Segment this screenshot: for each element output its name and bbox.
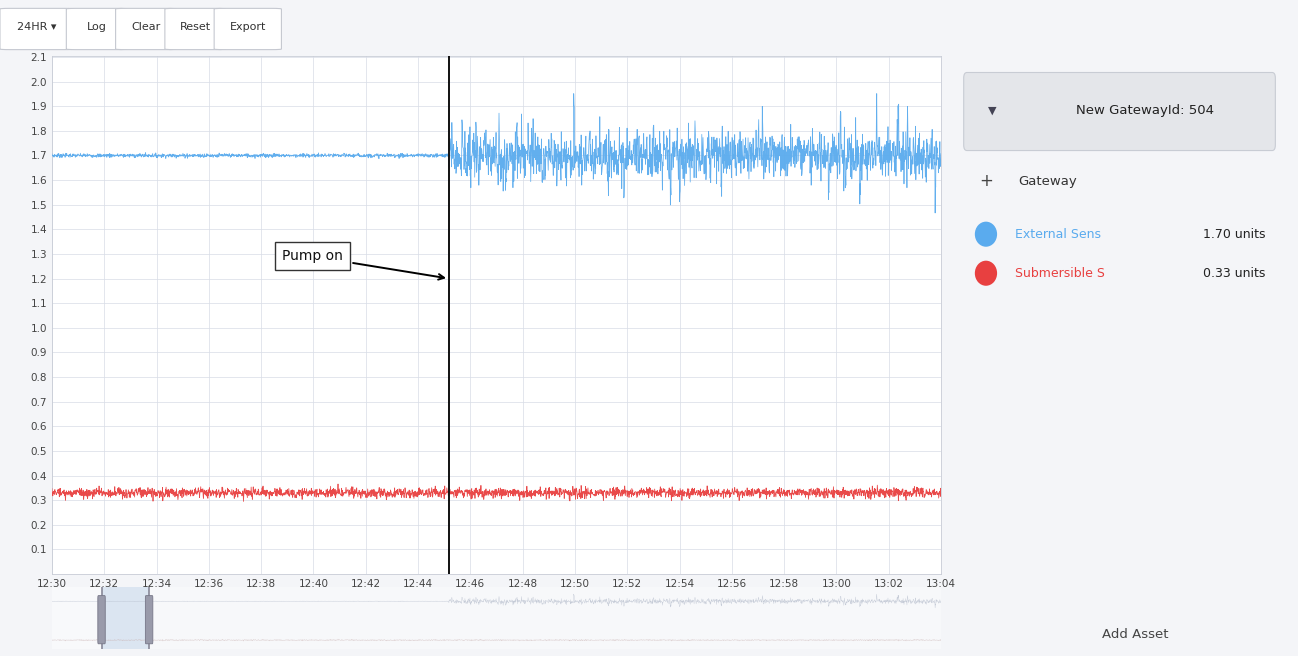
Text: Export: Export: [230, 22, 266, 31]
Text: Gateway: Gateway: [1018, 174, 1076, 188]
Text: Pump on: Pump on: [282, 249, 444, 279]
Text: +: +: [979, 173, 993, 190]
Bar: [101, 587, 149, 649]
Ellipse shape: [975, 260, 997, 286]
Text: Clear: Clear: [131, 22, 161, 31]
FancyBboxPatch shape: [963, 73, 1276, 151]
Text: Log: Log: [87, 22, 106, 31]
Text: 0.33 units: 0.33 units: [1203, 267, 1266, 279]
FancyBboxPatch shape: [165, 9, 226, 50]
Text: External Sens: External Sens: [1015, 228, 1101, 241]
Text: 24HR ▾: 24HR ▾: [17, 22, 57, 31]
Text: New GatewayId: 504: New GatewayId: 504: [1076, 104, 1214, 117]
Text: Reset: Reset: [179, 22, 210, 31]
Ellipse shape: [975, 222, 997, 247]
FancyBboxPatch shape: [66, 9, 127, 50]
FancyBboxPatch shape: [145, 596, 153, 644]
Text: Submersible S: Submersible S: [1015, 267, 1105, 279]
Text: 1.70 units: 1.70 units: [1203, 228, 1266, 241]
FancyBboxPatch shape: [214, 9, 282, 50]
Text: ▼: ▼: [988, 106, 997, 115]
Bar: [52, 587, 101, 649]
FancyBboxPatch shape: [97, 596, 105, 644]
Bar: [149, 587, 941, 649]
Text: Add Asset: Add Asset: [1102, 628, 1168, 641]
FancyBboxPatch shape: [0, 9, 74, 50]
FancyBboxPatch shape: [116, 9, 177, 50]
